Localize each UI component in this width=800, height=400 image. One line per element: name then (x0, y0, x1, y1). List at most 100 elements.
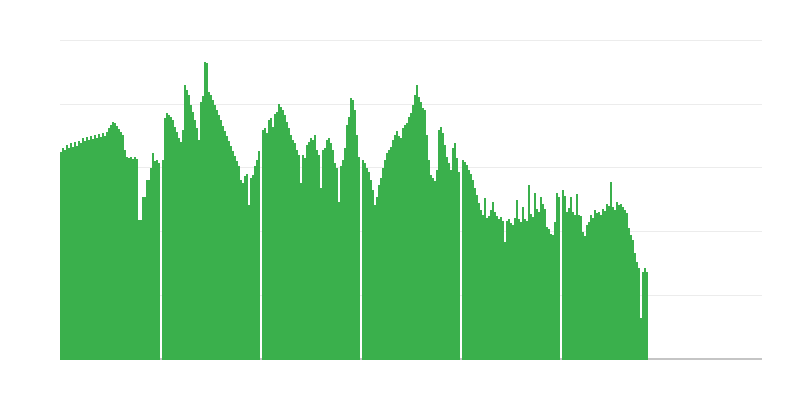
bar (120, 132, 122, 360)
bar (644, 268, 646, 360)
bar (354, 110, 356, 360)
bar (150, 168, 152, 360)
bar (396, 131, 398, 360)
bar (554, 222, 556, 360)
bar (210, 95, 212, 360)
bar (600, 215, 602, 360)
bar (440, 127, 442, 360)
bar (96, 138, 98, 360)
bar (66, 145, 68, 360)
bar (586, 225, 588, 360)
bar (110, 125, 112, 360)
bar (390, 147, 392, 360)
bar (228, 141, 230, 360)
bar (502, 221, 504, 360)
bar (84, 141, 86, 360)
bar (524, 219, 526, 360)
bar (164, 118, 166, 360)
bar-segment-4 (362, 85, 460, 360)
bar (284, 115, 286, 360)
bar (128, 158, 130, 360)
bar (552, 235, 554, 360)
bar (306, 145, 308, 360)
bar (566, 212, 568, 360)
bar (214, 105, 216, 360)
bar (536, 209, 538, 360)
bar (538, 212, 540, 360)
bar (534, 193, 536, 360)
bar (392, 140, 394, 360)
bar (112, 122, 114, 360)
bar (204, 62, 206, 360)
chart-plot-area (60, 40, 762, 360)
bar (364, 163, 366, 360)
bar (426, 135, 428, 360)
bar (172, 120, 174, 360)
bar (384, 160, 386, 360)
bar (458, 172, 460, 360)
bar (336, 168, 338, 360)
bar (526, 221, 528, 360)
bar (352, 100, 354, 360)
bar (474, 188, 476, 360)
bar (578, 215, 580, 360)
bar (576, 194, 578, 360)
bar (520, 222, 522, 360)
bar (298, 155, 300, 360)
bar (418, 97, 420, 360)
bar (494, 212, 496, 360)
bar (466, 165, 468, 360)
bar (512, 225, 514, 360)
bar (244, 176, 246, 360)
bar (346, 125, 348, 360)
bar (504, 242, 506, 360)
bar (330, 143, 332, 360)
bar (444, 145, 446, 360)
bar-segment-1 (60, 122, 160, 360)
bar (410, 113, 412, 360)
bar (472, 180, 474, 360)
bar (590, 215, 592, 360)
bar-segment-5 (462, 160, 560, 360)
bar (514, 218, 516, 360)
bar (612, 207, 614, 360)
bar (256, 160, 258, 360)
gridline (60, 40, 762, 41)
bar (104, 136, 106, 360)
bar (556, 193, 558, 360)
bar (116, 126, 118, 360)
bar (64, 150, 66, 360)
bar (562, 190, 564, 360)
bar (636, 262, 638, 360)
bar (122, 135, 124, 360)
bar (486, 218, 488, 360)
bar (248, 205, 250, 360)
bar (230, 146, 232, 360)
bar (630, 235, 632, 360)
bar (100, 137, 102, 360)
bar (616, 202, 618, 360)
bar (182, 130, 184, 360)
bar (60, 152, 62, 360)
bar (338, 202, 340, 360)
bar (162, 160, 164, 360)
bar (80, 143, 82, 360)
bar (598, 212, 600, 360)
bar (492, 202, 494, 360)
bar (422, 108, 424, 360)
bar (402, 128, 404, 360)
bar (428, 160, 430, 360)
bar (166, 113, 168, 360)
bar (258, 151, 260, 360)
bar (98, 134, 100, 360)
bar (412, 105, 414, 360)
bar (568, 208, 570, 360)
bar (132, 159, 134, 360)
bar (138, 220, 140, 360)
bar (156, 160, 158, 360)
bar (286, 122, 288, 360)
bar (158, 163, 160, 360)
bar (234, 156, 236, 360)
bar (540, 197, 542, 360)
bar (146, 180, 148, 360)
